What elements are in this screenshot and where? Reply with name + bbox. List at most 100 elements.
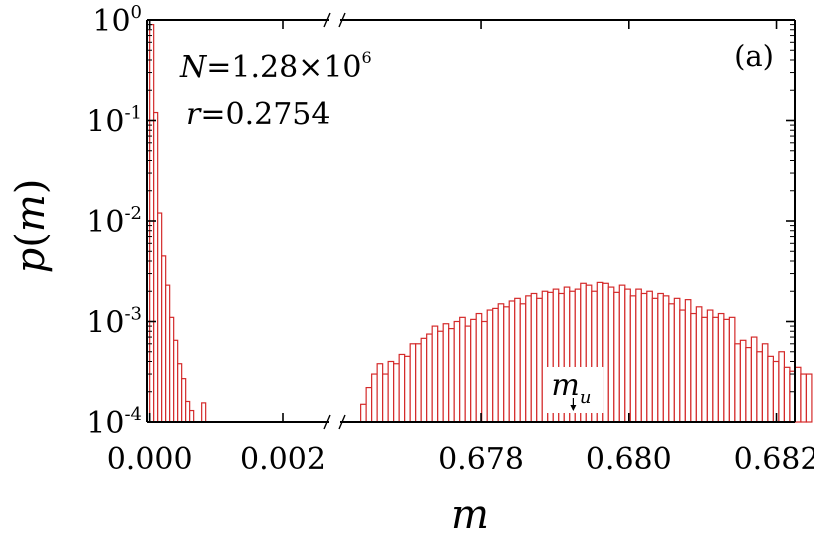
histogram-bar [651, 297, 659, 423]
histogram-bar [404, 355, 411, 423]
histogram-bar [745, 346, 752, 423]
x-tick-label: 0.002 [240, 442, 326, 477]
histogram-bar [181, 378, 187, 423]
histogram-bar [398, 353, 406, 423]
histogram-bar [772, 360, 780, 423]
histogram-bar [153, 111, 159, 423]
x-tick-label: 0.680 [586, 442, 672, 477]
histogram-bar [409, 343, 417, 423]
histogram-bar [201, 402, 207, 423]
y-tick-label: 10-3 [86, 304, 142, 341]
histogram-bar [794, 366, 802, 423]
histogram-bar [503, 306, 510, 423]
y-tick-label: 10-4 [86, 404, 142, 441]
histogram-bar [393, 363, 400, 423]
x-tick-label: 0.682 [734, 442, 814, 477]
x-tick-label: 0.678 [438, 442, 524, 477]
histogram-bar [728, 316, 736, 423]
histogram-bar [668, 303, 675, 423]
axis-break-slash [323, 414, 331, 430]
histogram-bar [165, 284, 171, 423]
histogram-bar [607, 286, 615, 423]
histogram-bar [800, 373, 808, 423]
histogram-bar [173, 339, 179, 423]
histogram-bar [519, 303, 527, 423]
histogram-bar [442, 323, 450, 423]
annotation-r: r=0.2754 [186, 97, 330, 132]
histogram-bar [149, 23, 155, 423]
mu-label: mu [551, 368, 591, 408]
histogram-bar [470, 318, 477, 423]
histogram-bar [475, 312, 483, 423]
axis-break-slash [338, 12, 346, 28]
histogram-bar [684, 299, 692, 423]
y-tick-label: 100 [92, 2, 142, 39]
histogram-bar [189, 409, 195, 423]
panel-label: (a) [734, 39, 774, 73]
histogram-bar [360, 403, 367, 423]
histogram-bar [459, 316, 466, 423]
histogram-bar [536, 297, 543, 423]
histogram-bar [486, 309, 494, 423]
histogram-bar [805, 373, 813, 423]
histogram-bar [185, 400, 191, 423]
histogram-bar [690, 312, 697, 423]
histogram-bar [646, 290, 653, 423]
histogram-bar [448, 327, 455, 423]
histogram-bar [177, 363, 183, 423]
axis-break-slash [323, 12, 331, 28]
histogram-bar [778, 351, 785, 423]
x-tick-label: 0.000 [107, 442, 193, 477]
histogram-bar [673, 297, 681, 423]
histogram-bar [657, 292, 664, 423]
histogram-bar [508, 300, 516, 423]
axes: 100 10-1 10-2 10-3 10-40.000 0.002 0.678 0.680 0… [86, 2, 814, 477]
histogram-bar [712, 316, 719, 423]
y-axis-title: p(m) [8, 179, 54, 274]
axis-break-marker [323, 414, 346, 430]
histogram-bar [701, 316, 708, 423]
histogram-bar [497, 303, 505, 423]
histogram-bar [514, 297, 521, 423]
histogram-bar [431, 325, 439, 423]
histogram-bar [761, 343, 769, 423]
histogram-bar [161, 255, 167, 423]
histogram-bar [629, 295, 637, 423]
axis-break-slash [338, 414, 346, 430]
histogram-bar [717, 312, 725, 423]
histogram-bar [756, 351, 763, 423]
histogram-bar [624, 288, 631, 423]
histogram-bar [723, 318, 730, 423]
y-tick-label: 10-1 [86, 103, 142, 140]
histogram-bar [420, 337, 428, 423]
histogram-bar [530, 292, 538, 423]
mu-arrow-head [570, 405, 577, 411]
histogram-bar [169, 316, 175, 423]
histogram-bar [382, 373, 389, 423]
histogram-bar [602, 282, 609, 423]
histogram-bar [750, 336, 758, 423]
histogram-bar [157, 212, 163, 423]
histogram-bar [525, 295, 532, 423]
histogram-bar [453, 320, 461, 423]
histogram-bar [437, 330, 444, 423]
histogram-bar [767, 355, 774, 423]
histogram-bar [695, 306, 703, 423]
histogram-bar [679, 309, 686, 423]
histogram-bar [739, 339, 747, 423]
histogram-bar [481, 320, 488, 423]
histogram-bar [618, 284, 626, 423]
y-tick-label: 10-2 [86, 203, 142, 240]
histogram-bar [492, 307, 499, 423]
histogram-bar [662, 295, 670, 423]
histogram-bar [371, 373, 378, 423]
histogram-bar [734, 343, 741, 423]
histogram-bar [376, 363, 384, 423]
histogram-bar [783, 366, 791, 423]
annotation-n: N=1.28×106 [179, 48, 372, 85]
histogram-bar [640, 292, 648, 423]
histogram-bar [387, 360, 395, 423]
histogram-bar [365, 386, 373, 423]
axis-break-marker [323, 12, 346, 28]
